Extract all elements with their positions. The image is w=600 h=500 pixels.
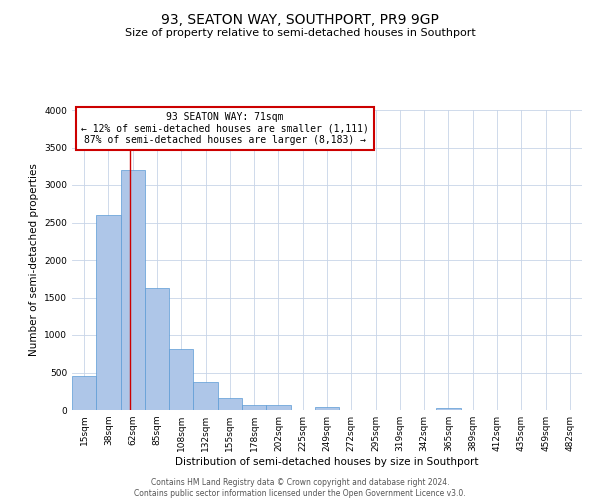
Bar: [315, 408, 339, 410]
X-axis label: Distribution of semi-detached houses by size in Southport: Distribution of semi-detached houses by …: [175, 457, 479, 467]
Text: 93, SEATON WAY, SOUTHPORT, PR9 9GP: 93, SEATON WAY, SOUTHPORT, PR9 9GP: [161, 12, 439, 26]
Bar: [169, 349, 193, 410]
Bar: [72, 376, 96, 410]
Bar: [242, 405, 266, 410]
Text: 93 SEATON WAY: 71sqm
← 12% of semi-detached houses are smaller (1,111)
87% of se: 93 SEATON WAY: 71sqm ← 12% of semi-detac…: [81, 112, 369, 144]
Text: Contains HM Land Registry data © Crown copyright and database right 2024.
Contai: Contains HM Land Registry data © Crown c…: [134, 478, 466, 498]
Bar: [121, 170, 145, 410]
Y-axis label: Number of semi-detached properties: Number of semi-detached properties: [29, 164, 38, 356]
Bar: [218, 398, 242, 410]
Bar: [193, 382, 218, 410]
Bar: [145, 288, 169, 410]
Bar: [436, 408, 461, 410]
Text: Size of property relative to semi-detached houses in Southport: Size of property relative to semi-detach…: [125, 28, 475, 38]
Bar: [266, 405, 290, 410]
Bar: [96, 215, 121, 410]
